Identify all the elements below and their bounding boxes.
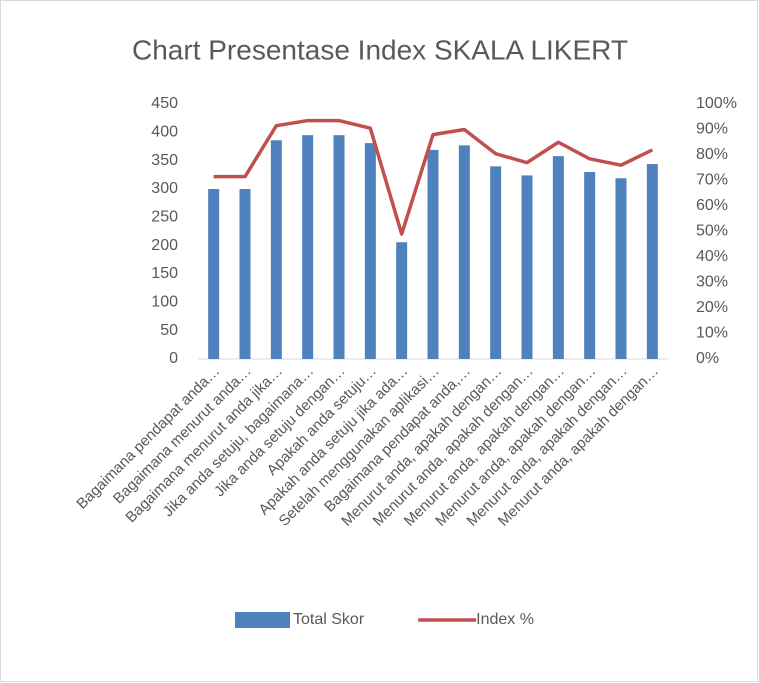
- y-tick-label: 250: [151, 209, 178, 226]
- y2-tick-label: 90%: [696, 121, 728, 138]
- bar: [364, 143, 376, 359]
- y2-tick-label: 70%: [696, 172, 728, 189]
- bar: [646, 164, 658, 359]
- y2-tick-label: 80%: [696, 146, 728, 163]
- y-tick-label: 450: [151, 95, 178, 112]
- bar: [270, 140, 282, 359]
- y-tick-label: 100: [151, 294, 178, 311]
- bar: [302, 135, 314, 359]
- legend-label: Total Skor: [293, 611, 365, 628]
- bar: [615, 178, 627, 359]
- bar: [521, 175, 533, 359]
- y-tick-label: 200: [151, 237, 178, 254]
- bar: [427, 149, 439, 359]
- y-tick-label: 0: [169, 350, 178, 367]
- y2-tick-label: 10%: [696, 325, 728, 342]
- bar: [239, 189, 251, 359]
- bar: [396, 242, 408, 359]
- chart-title: Chart Presentase Index SKALA LIKERT: [132, 34, 628, 65]
- y2-tick-label: 30%: [696, 274, 728, 291]
- y-tick-label: 350: [151, 152, 178, 169]
- line: [213, 118, 654, 236]
- bar: [552, 156, 564, 359]
- y-tick-label: 150: [151, 265, 178, 282]
- y2-tick-label: 100%: [696, 95, 737, 112]
- legend-swatch: [235, 612, 290, 628]
- y2-tick-label: 20%: [696, 299, 728, 316]
- y2-tick-label: 50%: [696, 223, 728, 240]
- y2-tick-label: 0%: [696, 350, 719, 367]
- y-tick-label: 50: [160, 322, 178, 339]
- bar: [458, 145, 470, 359]
- y-tick-label: 300: [151, 180, 178, 197]
- bar: [208, 189, 220, 359]
- bar: [490, 166, 502, 359]
- y-tick-label: 400: [151, 124, 178, 141]
- y2-tick-label: 60%: [696, 197, 728, 214]
- y2-tick-label: 40%: [696, 248, 728, 265]
- bar: [333, 135, 345, 359]
- legend-label: Index %: [476, 611, 534, 628]
- bar: [584, 172, 596, 359]
